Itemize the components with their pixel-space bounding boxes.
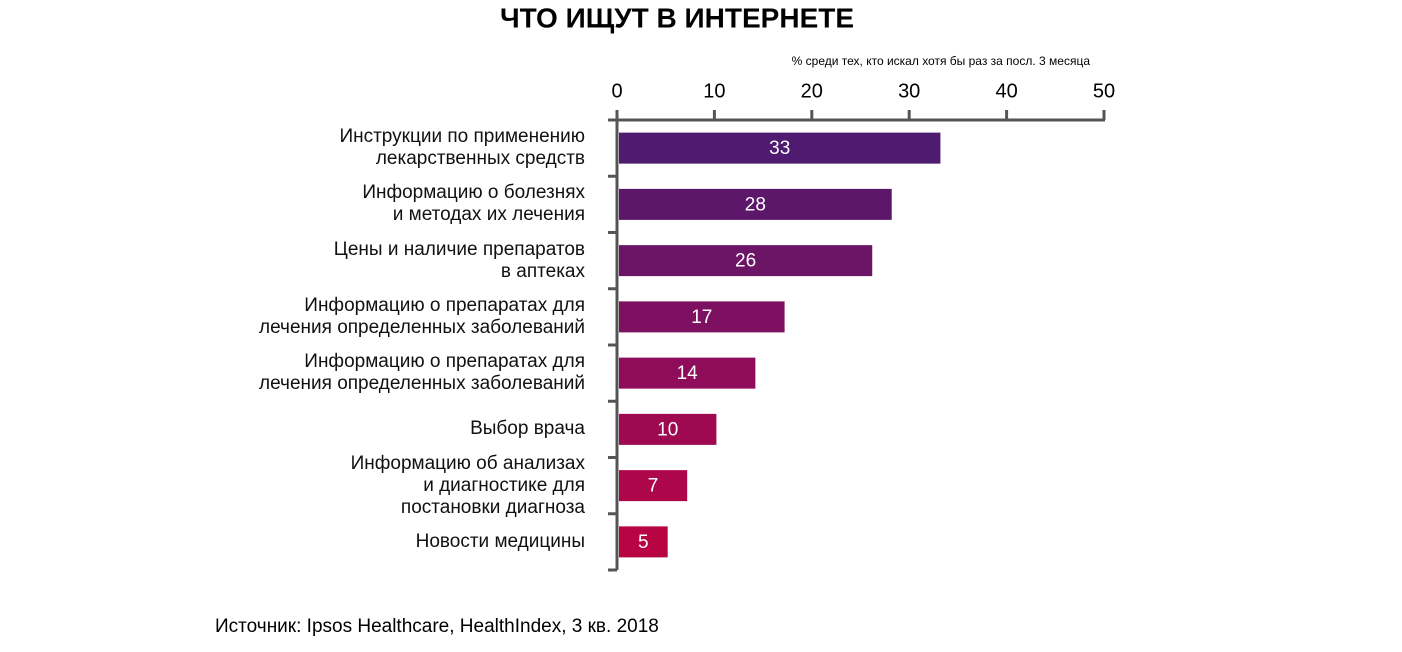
category-label: Информацию об анализах и диагностике для…: [350, 452, 585, 518]
x-tick-label: 30: [898, 80, 920, 102]
source: Источник: Ipsos Healthcare, HealthIndex,…: [215, 616, 659, 637]
subtitle: % среди тех, кто искал хотя бы раз за по…: [792, 54, 1091, 68]
value-label: 17: [691, 307, 712, 328]
bar: [619, 526, 668, 558]
value-label: 28: [745, 194, 766, 215]
value-label: 33: [769, 138, 790, 159]
value-label: 10: [657, 419, 678, 440]
bar: [619, 132, 941, 164]
value-label: 5: [638, 532, 649, 553]
x-tick-label: 40: [995, 80, 1017, 102]
category-label: Новости медицины: [415, 530, 585, 552]
x-tick-label: 10: [703, 80, 725, 102]
bar: [619, 245, 873, 277]
value-label: 7: [648, 476, 659, 497]
bar: [619, 188, 892, 220]
x-tick-label: 50: [1093, 80, 1115, 102]
category-label: Информацию о препаратах для лечения опре…: [259, 294, 585, 338]
bar: [619, 301, 785, 333]
category-label: Цены и наличие препаратов в аптеках: [333, 238, 585, 282]
category-label: Информацию о препаратах для лечения опре…: [259, 351, 585, 395]
x-tick-label: 0: [611, 80, 622, 102]
value-label: 26: [735, 251, 756, 272]
value-label: 14: [677, 363, 699, 384]
x-tick-label: 20: [801, 80, 823, 102]
bar: [619, 357, 756, 389]
bar: [619, 470, 688, 502]
category-label: Информацию о болезнях и методах их лечен…: [362, 182, 585, 226]
bar: [619, 413, 717, 445]
chart-title: ЧТО ИЩУТ В ИНТЕРНЕТЕ: [500, 2, 854, 33]
category-label: Инструкции по применению лекарственных с…: [339, 126, 585, 170]
category-label: Выбор врача: [470, 418, 585, 440]
